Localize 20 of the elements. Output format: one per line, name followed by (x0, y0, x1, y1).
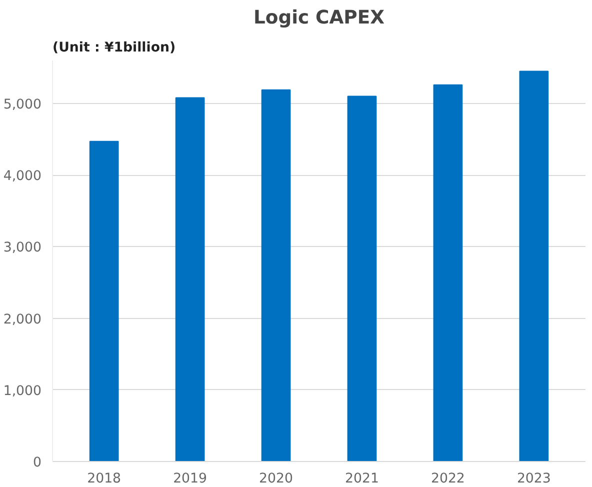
y-tick-label: 3,000 (3, 240, 42, 256)
y-tick-label: 1,000 (3, 384, 42, 399)
chart-subtitle: (Unit : ¥1billion) (52, 40, 176, 56)
bar (519, 70, 549, 462)
y-tick-label: 4,000 (3, 169, 42, 184)
x-tick-label: 2020 (259, 472, 293, 486)
x-tick-label: 2022 (430, 472, 465, 486)
bar (347, 96, 377, 462)
y-tick-label: 2,000 (3, 312, 42, 328)
bar (89, 140, 119, 462)
x-tick-label: 2019 (173, 472, 208, 486)
x-tick-label: 2021 (345, 472, 379, 486)
bar (433, 84, 463, 462)
bar (175, 97, 205, 462)
y-tick-label: 5,000 (3, 97, 42, 112)
x-tick-label: 2018 (87, 472, 122, 486)
x-tick-label: 2023 (516, 472, 551, 486)
chart-title: Logic CAPEX (254, 8, 386, 28)
bar (261, 89, 291, 462)
y-tick-label: 0 (33, 456, 42, 470)
